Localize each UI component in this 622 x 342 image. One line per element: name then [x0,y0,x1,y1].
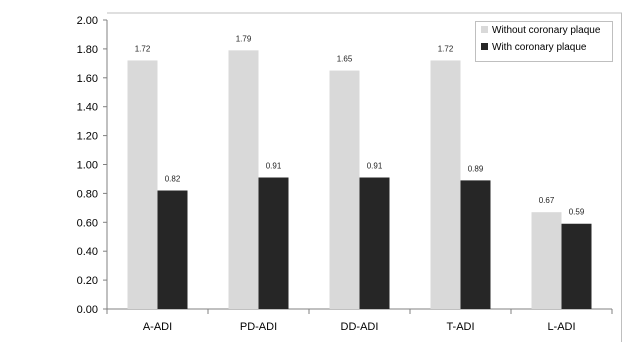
bar-with-plaque [561,223,592,309]
category-labels: A-ADI PD-ADI DD-ADI T-ADI L-ADI [143,321,576,333]
bar-with-plaque [359,177,390,309]
y-axis-ticks: 0.00 0.20 0.40 0.60 0.80 1.00 1.20 1.40 1.60 1.80… [77,15,107,316]
bar-without-plaque [329,70,360,309]
y-tick-label: 1.60 [77,73,98,85]
y-tick-label: 0.40 [77,246,98,258]
legend-box [475,21,613,62]
legend-entry: Without coronary plaque [492,25,601,36]
bar-value-label: 0.59 [569,208,585,217]
x-category-label: A-ADI [143,321,172,333]
bar-value-label: 0.91 [367,162,383,171]
bar-without-plaque [228,50,259,309]
y-tick-label: 2.00 [77,15,98,27]
y-tick-label: 0.80 [77,188,98,200]
bar-value-label: 1.72 [438,44,454,53]
y-tick-label: 0.60 [77,217,98,229]
data-labels: 1.72 0.82 1.79 0.91 1.65 0.91 1.72 0.89 0.67 0.59 [135,34,585,216]
bar-value-label: 1.65 [337,55,353,64]
bar-value-label: 0.67 [539,196,555,205]
bar-with-plaque [258,177,289,309]
legend-swatch [481,26,488,33]
y-tick-label: 1.80 [77,44,98,56]
x-category-label: PD-ADI [240,321,277,333]
bars [127,50,592,310]
legend: Without coronary plaque With coronary pla… [475,21,613,62]
bar-with-plaque [157,190,188,309]
y-tick-label: 0.00 [77,304,98,316]
bar-value-label: 0.82 [165,175,181,184]
bar-without-plaque [127,60,158,310]
x-category-label: T-ADI [446,321,474,333]
bar-without-plaque [430,60,461,310]
legend-swatch [481,43,488,50]
x-category-label: DD-ADI [341,321,379,333]
bar-with-plaque [460,180,491,309]
y-tick-label: 1.40 [77,102,98,114]
legend-entry: With coronary plaque [492,42,587,53]
x-category-label: L-ADI [547,321,575,333]
bar-without-plaque [531,212,562,309]
bar-value-label: 1.72 [135,44,151,53]
y-tick-label: 1.20 [77,131,98,143]
y-tick-label: 0.20 [77,275,98,287]
bar-value-label: 1.79 [236,34,252,43]
y-tick-label: 1.00 [77,160,98,172]
bar-value-label: 0.89 [468,164,484,173]
bar-value-label: 0.91 [266,162,282,171]
